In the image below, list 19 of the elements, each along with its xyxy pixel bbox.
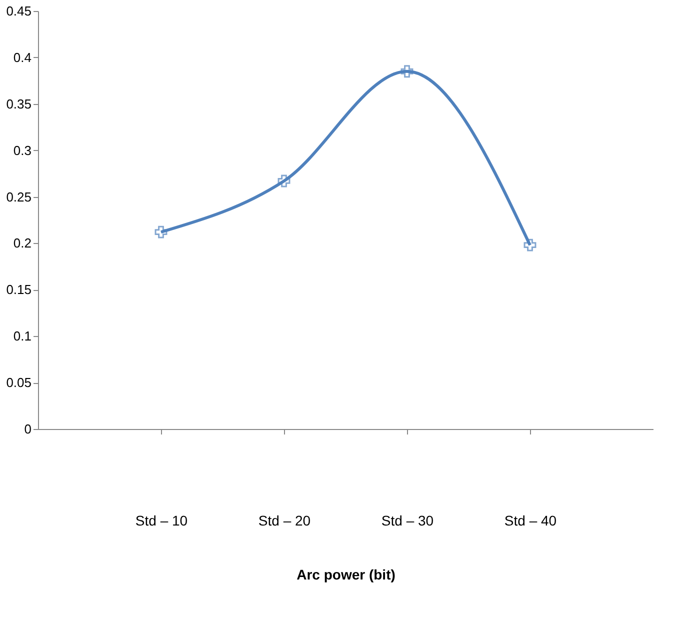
x-tick-label: Std – 20 — [258, 512, 311, 528]
point — [154, 226, 168, 238]
x-tick-label: Std – 10 — [135, 512, 188, 528]
y-tick-label: 0.25 — [6, 189, 32, 204]
y-tick-label: 0.4 — [13, 50, 32, 65]
y-tick-label: 0.3 — [13, 142, 32, 158]
x-tick-label: Std – 40 — [504, 512, 557, 528]
y-tick-label: 0.45 — [6, 4, 32, 18]
y-tick-label: 0 — [24, 422, 32, 436]
x-tick-label: Std – 30 — [381, 512, 434, 528]
y-tick-label: 0.35 — [6, 96, 32, 112]
point — [524, 238, 536, 252]
y-tick-label: 0.1 — [13, 328, 32, 344]
point — [400, 65, 414, 78]
point — [278, 174, 290, 188]
y-tick-label: 0.15 — [6, 282, 32, 298]
y-tick-label: 0.2 — [13, 236, 32, 251]
x-axis-title: Arc power (bit) — [296, 566, 396, 582]
y-tick-label: 0.05 — [6, 375, 32, 390]
